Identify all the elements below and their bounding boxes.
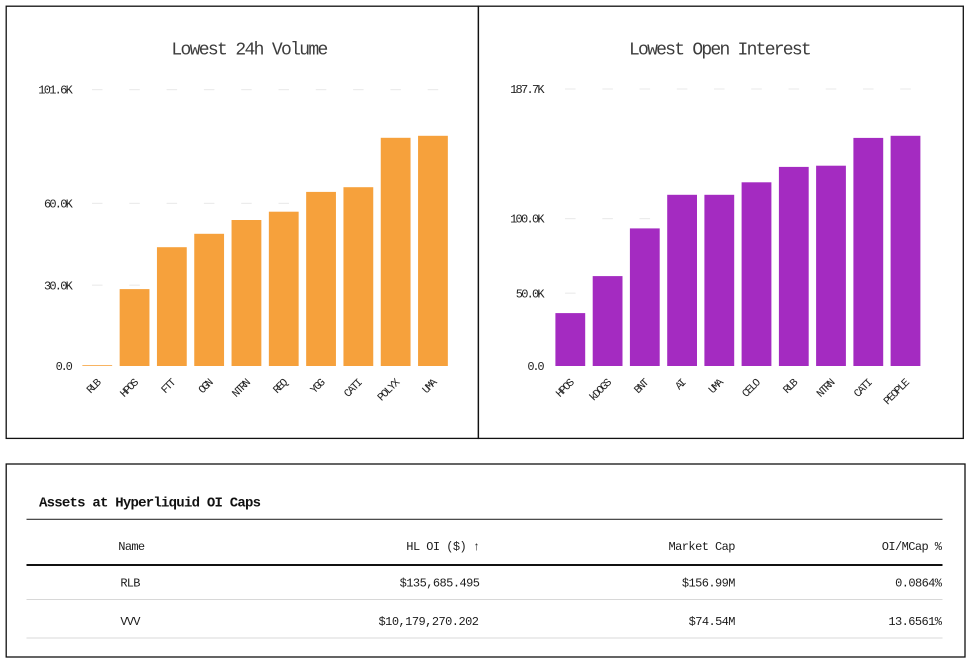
svg-text:FTT: FTT <box>160 377 180 397</box>
svg-text:30.0K: 30.0K <box>44 279 74 293</box>
svg-text:0.0: 0.0 <box>56 360 73 374</box>
svg-text:Name: Name <box>118 540 145 554</box>
svg-text:YGG: YGG <box>309 377 329 397</box>
svg-text:UMA: UMA <box>421 377 441 397</box>
svg-text:OI/MCap %: OI/MCap % <box>882 540 943 554</box>
svg-text:101.6K: 101.6K <box>38 84 73 98</box>
svg-text:0.0864%: 0.0864% <box>895 576 943 590</box>
svg-text:CATI: CATI <box>342 377 365 400</box>
svg-text:Lowest Open Interest: Lowest Open Interest <box>629 41 812 61</box>
svg-text:187.7K: 187.7K <box>510 83 545 97</box>
svg-text:NTRN: NTRN <box>230 377 253 400</box>
svg-text:100.0K: 100.0K <box>510 213 545 227</box>
svg-text:$135,685.495: $135,685.495 <box>400 576 480 590</box>
svg-text:CATI: CATI <box>852 377 875 400</box>
svg-text:$156.99M: $156.99M <box>682 576 736 590</box>
svg-text:$74.54M: $74.54M <box>689 615 736 629</box>
svg-text:CELO: CELO <box>740 377 764 401</box>
svg-text:HPOS: HPOS <box>554 377 578 401</box>
svg-text:50.0K: 50.0K <box>516 287 546 301</box>
svg-text:REQ: REQ <box>271 377 291 397</box>
svg-text:UMA: UMA <box>707 377 727 397</box>
svg-text:$10,179,270.202: $10,179,270.202 <box>379 615 480 629</box>
svg-text:0.0: 0.0 <box>527 360 544 374</box>
svg-text:HPOS: HPOS <box>119 377 143 401</box>
svg-text:Market Cap: Market Cap <box>669 540 736 554</box>
svg-text:Assets at Hyperliquid OI Caps: Assets at Hyperliquid OI Caps <box>39 496 261 512</box>
svg-text:PEOPLE: PEOPLE <box>882 377 913 408</box>
svg-text:Lowest 24h Volume: Lowest 24h Volume <box>171 41 328 61</box>
svg-text:OGN: OGN <box>197 377 217 397</box>
svg-text:AI: AI <box>674 377 690 393</box>
svg-text:NTRN: NTRN <box>815 377 838 400</box>
svg-text:13.6561%: 13.6561% <box>888 615 942 629</box>
svg-text:HL OI ($) ↑: HL OI ($) ↑ <box>406 540 480 554</box>
svg-text:kDOGS: kDOGS <box>588 377 615 404</box>
svg-text:60.0K: 60.0K <box>44 198 74 212</box>
svg-text:RLB: RLB <box>782 377 802 397</box>
svg-text:POLYX: POLYX <box>376 377 403 404</box>
svg-text:BNT: BNT <box>633 377 653 397</box>
svg-text:VVV: VVV <box>120 615 141 629</box>
svg-text:RLB: RLB <box>120 576 140 590</box>
svg-text:RLB: RLB <box>85 377 105 397</box>
